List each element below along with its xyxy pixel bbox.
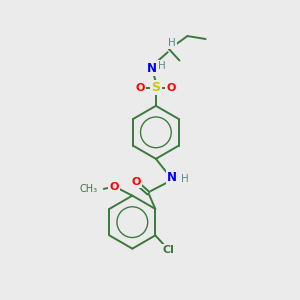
Text: S: S <box>152 81 160 94</box>
Text: O: O <box>131 177 141 187</box>
Text: O: O <box>167 82 176 93</box>
Text: H: H <box>181 174 189 184</box>
Text: CH₃: CH₃ <box>79 184 97 194</box>
Text: H: H <box>168 38 176 48</box>
Text: N: N <box>146 62 157 75</box>
Text: O: O <box>136 82 145 93</box>
Text: O: O <box>109 182 119 192</box>
Text: N: N <box>167 171 177 184</box>
Text: H: H <box>158 61 166 71</box>
Text: Cl: Cl <box>162 245 174 255</box>
